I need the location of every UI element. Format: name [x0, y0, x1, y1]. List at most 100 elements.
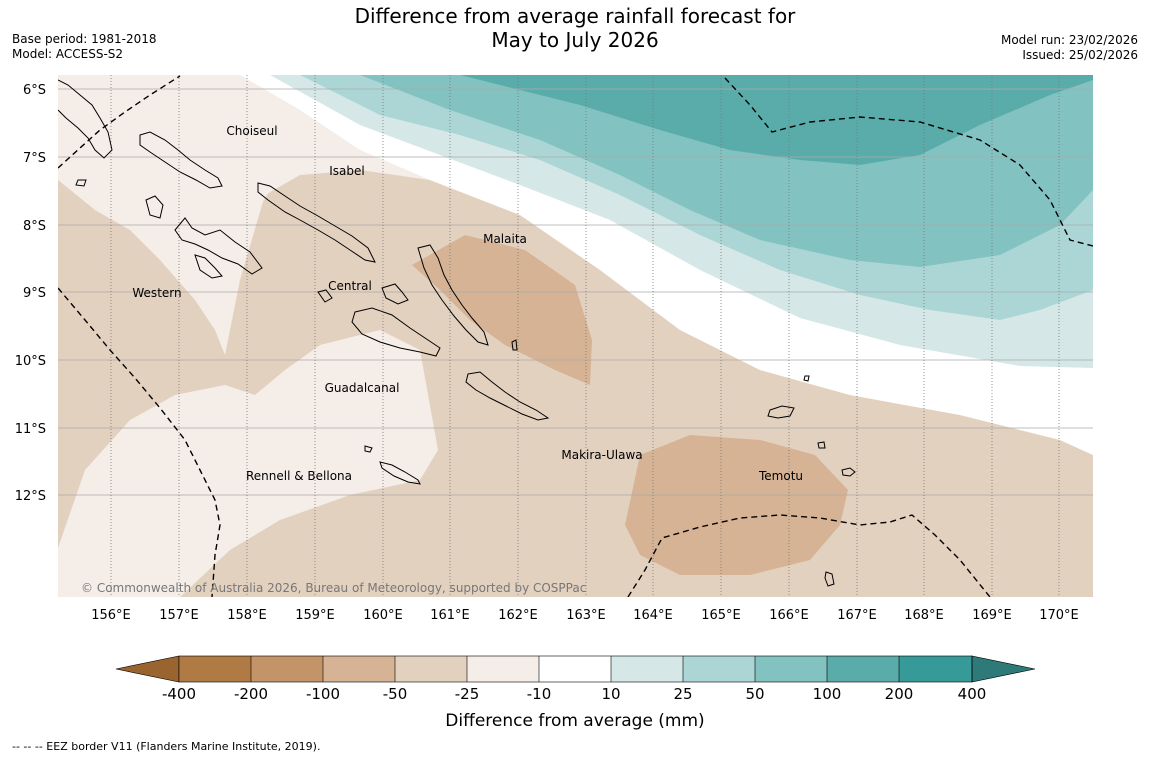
colorbar-segment-11 [899, 656, 972, 682]
band-light-northwest [58, 75, 300, 240]
colorbar-segment-2 [251, 656, 323, 682]
map-panel [58, 75, 1093, 597]
island-shortland [75, 179, 87, 187]
colorbar-tick-minus10: -10 [527, 685, 552, 703]
island-santa-cruz [767, 405, 795, 419]
colorbar-segment-4 [395, 656, 467, 682]
eez-footnote: -- -- -- EEZ border V11 (Flanders Marine… [12, 740, 321, 753]
colorbar-dividers [178, 655, 973, 683]
colorbar-tick-10: 10 [601, 685, 620, 703]
model-name: Model: ACCESS-S2 [12, 47, 124, 61]
lon-label-162e: 162°E [498, 608, 538, 623]
island-makira [465, 371, 550, 421]
lon-label-157e: 157°E [159, 608, 199, 623]
colorbar-tick-200: 200 [885, 685, 914, 703]
island-vella [145, 195, 164, 219]
issued-date: Issued: 25/02/2026 [1022, 48, 1138, 62]
colorbar-segment-1 [179, 656, 251, 682]
island-utupua [817, 441, 826, 449]
eez-south [627, 514, 991, 597]
lon-label-165e: 165°E [701, 608, 741, 623]
eez-borders [58, 75, 1093, 597]
lon-label-163e: 163°E [566, 608, 606, 623]
lon-label-158e: 158°E [227, 608, 267, 623]
lon-label-164e: 164°E [633, 608, 673, 623]
lon-label-170e: 170°E [1039, 608, 1079, 623]
colorbar-tick-minus50: -50 [383, 685, 408, 703]
model-info: Base period: 1981-2018 Model: ACCESS-S2 [12, 32, 157, 62]
colorbar-title: Difference from average (mm) [445, 711, 704, 731]
island-russell [317, 289, 333, 303]
colorbar-tick-400: 400 [958, 685, 987, 703]
lon-label-161e: 161°E [430, 608, 470, 623]
lat-label-7s: 7°S [23, 151, 46, 166]
copyright-notice: © Commonwealth of Australia 2026, Bureau… [81, 581, 586, 595]
title-line-1: Difference from average rainfall forecas… [354, 4, 796, 28]
colorbar-segment-10 [827, 656, 899, 682]
latitude-labels: 6°S 7°S 8°S 9°S 10°S 11°S 12°S [15, 83, 46, 504]
island-bellona [364, 445, 373, 453]
lat-label-6s: 6°S [23, 83, 46, 98]
place-label-malaita: Malaita [483, 232, 527, 246]
eez-west-south [58, 287, 221, 597]
colorbar-segment-7 [611, 656, 683, 682]
eez-north-east [724, 77, 1093, 247]
colorbar-segment-8 [683, 656, 755, 682]
colorbar-tick-minus200: -200 [234, 685, 268, 703]
island-rennell [379, 461, 421, 485]
place-label-isabel: Isabel [329, 164, 364, 178]
coastlines [58, 79, 856, 587]
run-info: Model run: 23/02/2026 Issued: 25/02/2026 [1001, 33, 1138, 63]
island-tikopia [824, 571, 835, 587]
longitude-labels: 156°E 157°E 158°E 159°E 160°E 161°E 162°… [91, 608, 1079, 623]
place-label-western: Western [132, 286, 181, 300]
island-ranongga [194, 254, 223, 279]
island-ulawa [511, 339, 518, 351]
island-vanikoro [841, 467, 856, 477]
colorbar-segment-3 [323, 656, 395, 682]
lon-label-168e: 168°E [904, 608, 944, 623]
colorbar-segment-6 [539, 656, 611, 682]
lon-label-159e: 159°E [295, 608, 335, 623]
island-new-georgia [174, 217, 263, 275]
colorbar-segment-5 [467, 656, 539, 682]
map-title: Difference from average rainfall forecas… [0, 4, 1150, 52]
lat-label-8s: 8°S [23, 219, 46, 234]
island-choiseul [139, 131, 223, 189]
island-guadalcanal [351, 307, 441, 357]
model-run: Model run: 23/02/2026 [1000, 33, 1138, 47]
place-label-makira-ulawa: Makira-Ulawa [561, 448, 642, 462]
colorbar-tick-25: 25 [673, 685, 692, 703]
colorbar-tick-100: 100 [813, 685, 842, 703]
title-line-2: May to July 2026 [491, 28, 659, 52]
place-label-central: Central [328, 279, 372, 293]
island-malaita [417, 244, 489, 346]
island-isabel [257, 182, 376, 263]
eez-west-north [58, 75, 181, 169]
place-label-guadalcanal: Guadalcanal [325, 381, 400, 395]
colorbar-tick-minus25: -25 [455, 685, 480, 703]
colorbar-over-arrow [971, 655, 1036, 683]
colorbar: -400 -200 -100 -50 -25 -10 10 25 50 100 … [115, 655, 1036, 731]
lat-label-11s: 11°S [15, 422, 46, 437]
colorbar-tick-minus400: -400 [162, 685, 196, 703]
band-100-200 [460, 75, 1093, 165]
lon-label-166e: 166°E [769, 608, 809, 623]
base-period: Base period: 1981-2018 [12, 32, 157, 46]
lon-label-156e: 156°E [91, 608, 131, 623]
colorbar-tick-minus100: -100 [306, 685, 340, 703]
province-labels: Choiseul Isabel Malaita Central Western … [132, 124, 803, 483]
band-minus100-minus50-malaita [412, 235, 592, 385]
lat-label-10s: 10°S [15, 354, 46, 369]
place-label-temotu: Temotu [758, 469, 803, 483]
colorbar-under-arrow [115, 655, 180, 683]
place-label-choiseul: Choiseul [226, 124, 277, 138]
colorbar-tick-50: 50 [745, 685, 764, 703]
island-bougainville [58, 79, 113, 159]
band-light-southwest [58, 330, 438, 597]
lon-label-160e: 160°E [363, 608, 403, 623]
island-florida [381, 283, 409, 305]
colorbar-segment-9 [755, 656, 827, 682]
longitude-gridlines [110, 75, 1060, 597]
